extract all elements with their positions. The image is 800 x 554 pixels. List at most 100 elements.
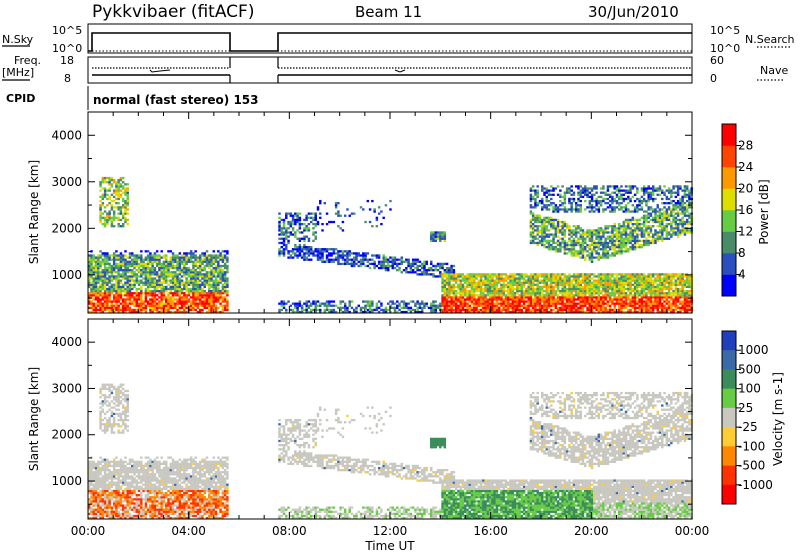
power-cell bbox=[482, 292, 485, 295]
power-cell bbox=[640, 206, 644, 209]
power-cell bbox=[108, 306, 111, 310]
power-cell bbox=[502, 306, 505, 310]
power-cell bbox=[627, 279, 630, 282]
power-cell bbox=[94, 262, 98, 266]
power-cell bbox=[568, 310, 571, 314]
power-cell bbox=[470, 289, 474, 293]
power-cell bbox=[140, 271, 143, 274]
power-cell bbox=[214, 298, 218, 301]
power-cell bbox=[192, 264, 195, 268]
power-cell bbox=[457, 310, 460, 314]
power-cell bbox=[536, 227, 539, 230]
power-cell bbox=[375, 302, 379, 305]
power-cell bbox=[593, 250, 596, 253]
power-cell bbox=[568, 191, 571, 194]
power-cell bbox=[208, 285, 211, 289]
power-cell bbox=[162, 287, 166, 291]
power-cell bbox=[543, 308, 546, 312]
power-cell bbox=[142, 260, 145, 263]
power-cell bbox=[536, 204, 539, 207]
power-cell bbox=[593, 281, 596, 284]
power-cell bbox=[452, 287, 456, 291]
power-cell bbox=[112, 179, 116, 182]
power-cell bbox=[502, 292, 505, 295]
power-cell bbox=[622, 227, 626, 230]
power-cell bbox=[117, 300, 120, 303]
power-cell bbox=[565, 187, 569, 190]
power-cell bbox=[470, 287, 474, 291]
power-cell bbox=[319, 250, 322, 253]
power-cell bbox=[124, 212, 127, 215]
power-cell bbox=[473, 289, 476, 293]
power-cell bbox=[459, 279, 462, 282]
power-cell bbox=[343, 302, 347, 305]
power-cell bbox=[162, 262, 166, 266]
power-cell bbox=[468, 298, 471, 301]
power-cell bbox=[602, 310, 605, 314]
power-cell bbox=[298, 252, 302, 255]
power-cell bbox=[178, 289, 182, 293]
power-cell bbox=[384, 256, 388, 259]
power-cell bbox=[201, 260, 204, 263]
power-cell bbox=[307, 222, 311, 226]
power-cell bbox=[94, 279, 98, 282]
power-cell bbox=[443, 306, 447, 310]
power-cell bbox=[140, 289, 143, 293]
power-cell bbox=[217, 266, 220, 270]
power-cell bbox=[629, 294, 632, 297]
power-cell bbox=[527, 304, 530, 307]
power-cell bbox=[488, 304, 492, 307]
power-cell bbox=[115, 296, 118, 299]
power-cell bbox=[171, 273, 175, 276]
power-cell bbox=[577, 308, 580, 312]
power-cell bbox=[108, 212, 111, 215]
power-cell bbox=[300, 308, 304, 312]
power-cell bbox=[622, 310, 626, 314]
power-cell bbox=[282, 239, 286, 243]
power-cell bbox=[638, 233, 641, 236]
power-cell bbox=[439, 273, 442, 276]
power-cell bbox=[389, 264, 392, 268]
power-cell bbox=[629, 235, 632, 238]
power-cell bbox=[479, 292, 483, 295]
power-cell bbox=[99, 250, 102, 253]
power-cell bbox=[101, 176, 105, 180]
power-cell bbox=[205, 275, 209, 278]
power-cell bbox=[312, 216, 315, 219]
power-cell bbox=[124, 275, 127, 278]
power-cell bbox=[210, 310, 213, 314]
power-cell bbox=[615, 285, 619, 289]
power-cell bbox=[590, 193, 594, 196]
power-cell bbox=[155, 275, 159, 278]
power-cell bbox=[445, 310, 449, 314]
power-cell bbox=[615, 187, 619, 190]
power-cell bbox=[602, 187, 605, 190]
power-cell bbox=[212, 262, 216, 266]
power-cell bbox=[289, 214, 293, 217]
power-cell bbox=[165, 289, 168, 293]
power-cell bbox=[590, 239, 594, 243]
power-cell bbox=[620, 275, 623, 278]
power-cell bbox=[631, 246, 635, 249]
power-cell bbox=[611, 300, 614, 303]
power-cell bbox=[210, 269, 213, 272]
power-cell bbox=[325, 212, 329, 215]
power-cell bbox=[314, 231, 317, 234]
power-cell bbox=[584, 285, 587, 289]
power-cell bbox=[110, 206, 114, 209]
power-cell bbox=[405, 271, 408, 274]
power-cell bbox=[219, 302, 222, 305]
power-cell bbox=[581, 237, 585, 240]
power-cell bbox=[633, 273, 637, 276]
power-cell bbox=[131, 277, 134, 280]
power-cell bbox=[214, 260, 218, 263]
power-cell bbox=[507, 296, 510, 299]
power-cell bbox=[520, 289, 524, 293]
power-cell bbox=[631, 233, 635, 236]
power-cell bbox=[280, 231, 283, 234]
power-cell bbox=[593, 248, 596, 251]
power-cell bbox=[187, 256, 191, 259]
power-cell bbox=[627, 197, 630, 201]
power-cell bbox=[432, 306, 435, 310]
power-cell bbox=[457, 285, 460, 289]
